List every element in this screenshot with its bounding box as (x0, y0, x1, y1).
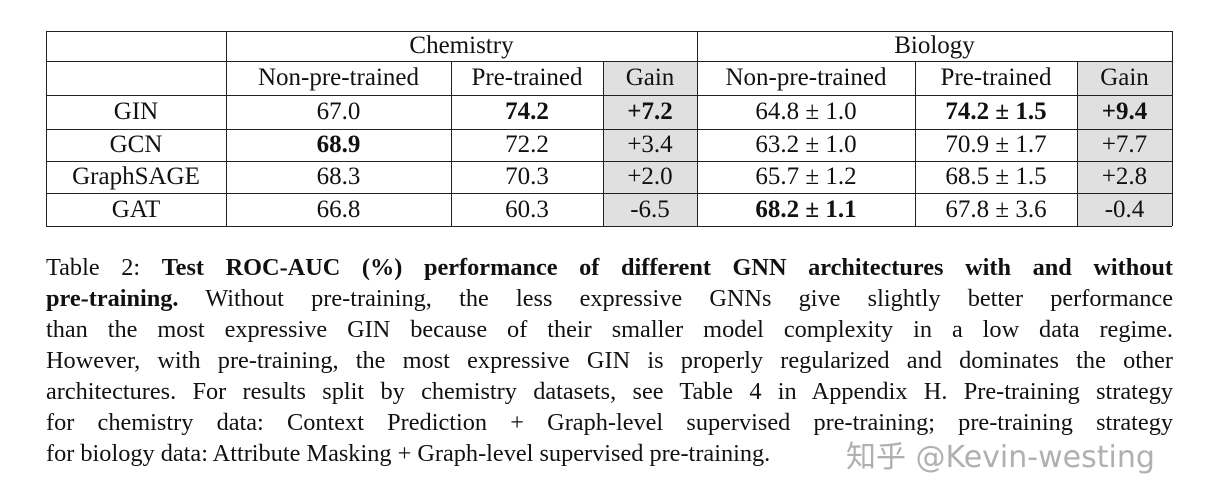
table-cell: 67.0 (316, 98, 361, 125)
caption-line: than the most expressive GIN because of … (46, 316, 1173, 343)
table-cell: 63.2 ± 1.0 (755, 131, 857, 158)
table-cell: 70.9 ± 1.7 (945, 131, 1047, 158)
table-cell: 68.5 ± 1.5 (945, 163, 1047, 190)
gain-shade-chemistry (604, 95, 697, 226)
row-rule (46, 61, 1172, 62)
group-header-chemistry: Chemistry (409, 32, 514, 59)
row-rule (46, 193, 1172, 194)
caption-line: architectures. For results split by chem… (46, 378, 1173, 405)
row-rule (46, 129, 1172, 130)
caption-line: Table 2: Test ROC-AUC (%) performance of… (46, 252, 1173, 283)
column-rule (46, 31, 47, 226)
row-rule (46, 161, 1172, 162)
gain-header-shade-biology (1078, 62, 1172, 95)
column-rule (697, 31, 698, 226)
table-cell: 66.8 (316, 195, 361, 223)
table-cell: 68.2 ± 1.1 (755, 195, 857, 223)
table-cell: 74.2 (505, 98, 549, 125)
column-header: Gain (625, 64, 675, 91)
row-rule (46, 226, 1172, 227)
caption-line: pre-training. Without pre-training, the … (46, 283, 1173, 314)
table-cell: +7.7 (1101, 131, 1148, 158)
column-header: Gain (1100, 64, 1149, 91)
gain-header-shade-chemistry (604, 62, 697, 95)
table-cell: 72.2 (505, 131, 549, 158)
table-cell: 74.2 ± 1.5 (945, 98, 1047, 125)
table-cell: +2.0 (627, 163, 673, 190)
table-cell: +3.4 (627, 131, 673, 158)
caption-label: Table 2: (46, 254, 162, 281)
caption-title: Test ROC-AUC (%) performance of differen… (161, 254, 1173, 281)
watermark: 知乎 @Kevin-westing (846, 440, 1155, 475)
table-cell: +9.4 (1101, 98, 1148, 125)
row-rule (46, 95, 1172, 96)
row-label: GCN (109, 131, 163, 158)
caption-line: for biology data: Attribute Masking + Gr… (46, 440, 771, 467)
column-header: Pre-trained (940, 64, 1052, 91)
table-cell: 65.7 ± 1.2 (755, 163, 857, 190)
table-cell: +2.8 (1101, 163, 1148, 190)
row-label: GIN (113, 98, 159, 125)
gain-shade-biology (1078, 95, 1172, 226)
group-header-biology: Biology (894, 32, 975, 59)
table-cell: 67.8 ± 3.6 (945, 195, 1047, 223)
table-cell: 70.3 (505, 163, 549, 190)
column-header: Non-pre-trained (257, 64, 420, 91)
column-rule (226, 31, 227, 226)
column-rule (451, 61, 452, 226)
caption-line: However, with pre-training, the most exp… (46, 347, 1173, 374)
table-cell: -0.4 (1104, 195, 1145, 223)
table-caption: Table 2: Test ROC-AUC (%) performance of… (46, 252, 1173, 469)
column-rule (1172, 31, 1173, 226)
table-cell: 60.3 (505, 195, 549, 223)
results-table: Chemistry Biology Non-pre-trained Pre-train… (46, 31, 1173, 227)
row-rule (46, 31, 1172, 32)
column-rule (915, 61, 916, 226)
table-cell: 64.8 ± 1.0 (755, 98, 857, 125)
column-header: Non-pre-trained (725, 64, 887, 91)
row-label: GraphSAGE (72, 163, 200, 190)
caption-line: for chemistry data: Context Prediction +… (46, 409, 1173, 436)
table-cell: 68.9 (316, 131, 361, 158)
table-cell: -6.5 (630, 195, 670, 223)
caption-title: pre-training. (46, 285, 179, 312)
column-rule (603, 61, 604, 226)
table-cell: +7.2 (627, 98, 673, 125)
column-header: Pre-trained (471, 64, 583, 91)
table-cell: 68.3 (316, 163, 361, 190)
column-rule (1077, 61, 1078, 226)
caption-text: Without pre-training, the less expressiv… (178, 285, 1173, 312)
row-label: GAT (111, 195, 161, 223)
